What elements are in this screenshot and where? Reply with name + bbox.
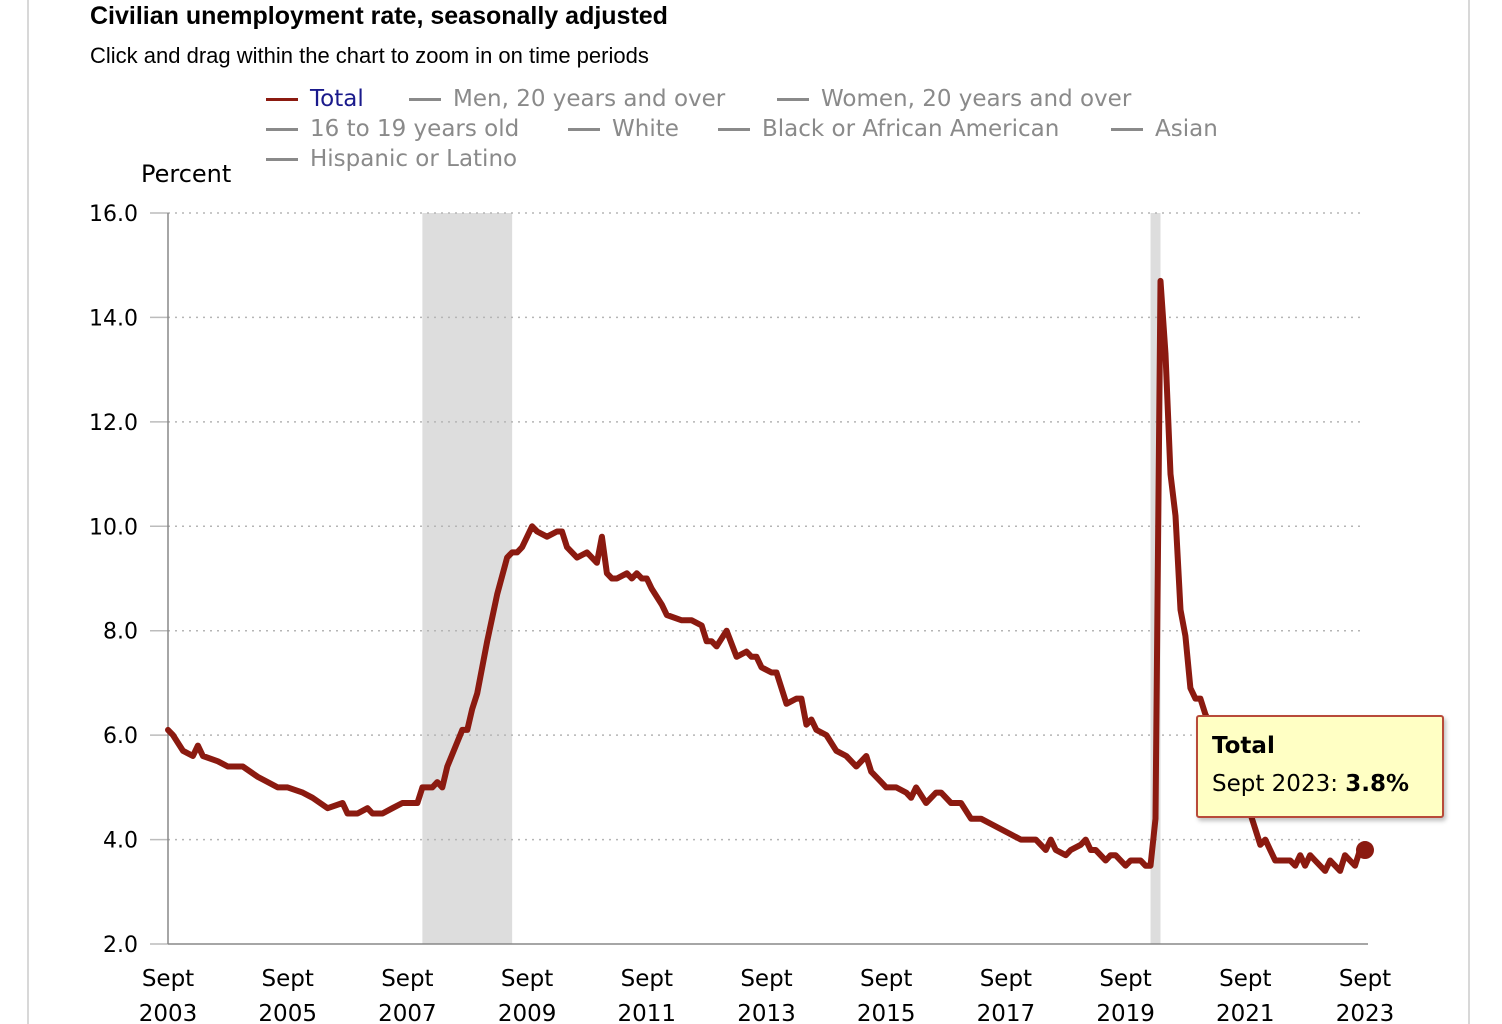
x-tick-label-year: 2009 <box>498 1001 557 1024</box>
y-axis-label: Percent <box>141 160 232 188</box>
tooltip-value: 3.8% <box>1345 771 1410 797</box>
legend-label: White <box>612 116 679 142</box>
recession-band <box>422 213 513 944</box>
legend-item-hispanic[interactable]: Hispanic or Latino <box>266 146 517 172</box>
frame-border-left <box>27 0 29 1024</box>
x-tick-label-month: Sept <box>1099 966 1151 992</box>
legend-label: Black or African American <box>762 116 1060 142</box>
legend-item-white[interactable]: White <box>568 116 679 142</box>
x-tick-label-year: 2015 <box>857 1001 916 1024</box>
tooltip-body: Sept 2023: 3.8% <box>1212 771 1409 797</box>
x-tick-label-year: 2013 <box>737 1001 796 1024</box>
x-tick-label-year: 2023 <box>1336 1001 1395 1024</box>
x-tick-label-month: Sept <box>860 966 912 992</box>
y-tick-label: 2.0 <box>103 933 138 958</box>
x-tick-label-month: Sept <box>262 966 314 992</box>
y-tick-label: 14.0 <box>89 306 138 331</box>
chart-title: Civilian unemployment rate, seasonally a… <box>90 2 668 30</box>
x-tick-label-year: 2005 <box>258 1001 317 1024</box>
chart-subtitle: Click and drag within the chart to zoom … <box>90 43 649 68</box>
legend-item-men-20-and-over[interactable]: Men, 20 years and over <box>409 86 725 112</box>
frame-border-right <box>1468 0 1470 1024</box>
x-tick-label-year: 2003 <box>139 1001 198 1024</box>
legend-label: Asian <box>1155 116 1218 142</box>
legend-line-icon <box>266 97 298 101</box>
x-tick-label-year: 2017 <box>977 1001 1036 1024</box>
series-line-total <box>165 277 1368 874</box>
y-tick-label: 12.0 <box>89 411 138 436</box>
x-tick-label-month: Sept <box>980 966 1032 992</box>
legend-line-icon <box>718 127 750 131</box>
y-tick-label: 4.0 <box>103 829 138 854</box>
x-tick-label-month: Sept <box>621 966 673 992</box>
y-tick-label: 10.0 <box>89 515 138 540</box>
x-tick-label-year: 2021 <box>1216 1001 1275 1024</box>
data-tooltip: Total Sept 2023: 3.8% <box>1196 715 1444 818</box>
legend-label: Total <box>310 86 364 112</box>
x-tick-label-year: 2019 <box>1096 1001 1155 1024</box>
x-tick-label-month: Sept <box>1219 966 1271 992</box>
legend-item-asian[interactable]: Asian <box>1111 116 1218 142</box>
tooltip-label: Sept 2023: <box>1212 771 1346 797</box>
legend-label: Men, 20 years and over <box>453 86 726 112</box>
x-tick-label-year: 2011 <box>618 1001 677 1024</box>
x-tick-label-month: Sept <box>1339 966 1391 992</box>
highlight-point <box>1356 841 1374 860</box>
y-tick-label: 8.0 <box>103 620 138 645</box>
y-tick-label: 16.0 <box>89 202 138 227</box>
legend-label: Hispanic or Latino <box>310 146 518 172</box>
x-tick-label-month: Sept <box>381 966 433 992</box>
legend-line-icon <box>266 157 298 161</box>
x-tick-label-year: 2007 <box>378 1001 437 1024</box>
x-tick-label-month: Sept <box>740 966 792 992</box>
x-tick-label-month: Sept <box>142 966 194 992</box>
x-tick-label-month: Sept <box>501 966 553 992</box>
tooltip-title: Total <box>1212 733 1275 759</box>
legend-line-icon <box>409 97 441 101</box>
legend-item-total[interactable]: Total <box>266 86 364 112</box>
legend-line-icon <box>777 97 809 101</box>
legend-item-black[interactable]: Black or African American <box>718 116 1059 142</box>
legend-line-icon <box>568 127 600 131</box>
legend-item-16-to-19[interactable]: 16 to 19 years old <box>266 116 519 142</box>
y-tick-label: 6.0 <box>103 724 138 749</box>
legend-line-icon <box>1111 127 1143 131</box>
legend-item-women-20-and-over[interactable]: Women, 20 years and over <box>777 86 1131 112</box>
legend-line-icon <box>266 127 298 131</box>
legend-label: 16 to 19 years old <box>310 116 520 142</box>
legend-label: Women, 20 years and over <box>821 86 1132 112</box>
